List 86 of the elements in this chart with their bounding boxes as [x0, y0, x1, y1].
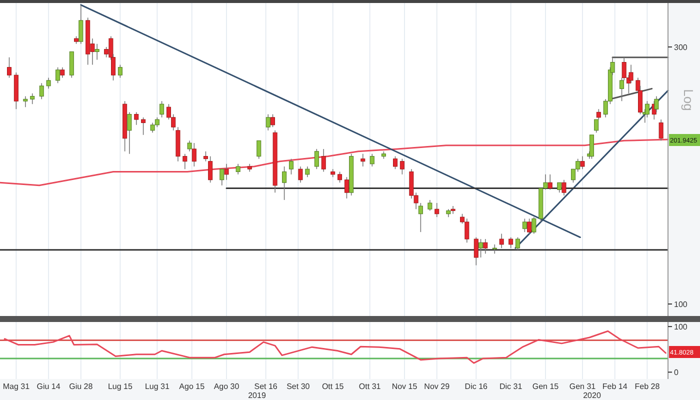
- candlestick: [192, 142, 196, 167]
- x-tick-label: Feb 28: [634, 382, 660, 391]
- text: 2019: [248, 391, 266, 400]
- candlestick: [338, 171, 342, 184]
- candlestick: [483, 238, 488, 254]
- x-tick-label: Set 16: [254, 382, 278, 391]
- x-tick-label: Lug 15: [108, 382, 133, 391]
- candlestick: [127, 112, 132, 154]
- candlestick: [141, 117, 146, 136]
- candlestick: [56, 66, 60, 84]
- x-tick-label: Lug 31: [144, 382, 170, 391]
- candlestick: [305, 166, 310, 178]
- candlestick: [256, 140, 262, 160]
- candlestick: [118, 64, 122, 78]
- candlestick: [160, 100, 164, 118]
- candlestick: [562, 179, 566, 196]
- x-tick-label: Set 30: [286, 382, 310, 391]
- candlestick: [474, 236, 478, 266]
- x-tick-label: Nov 29: [424, 382, 450, 391]
- candlestick: [580, 156, 585, 170]
- candlestick: [298, 166, 303, 184]
- candlestick: [658, 119, 664, 142]
- candlestick: [508, 236, 514, 248]
- y-tick-label: 100: [674, 322, 688, 332]
- candlestick: [203, 150, 208, 162]
- y-tick-label: 0: [674, 368, 679, 377]
- x-tick-label: Nov 15: [392, 382, 418, 391]
- x-tick-label: Giu 14: [36, 382, 61, 391]
- candlestick: [492, 244, 497, 254]
- candlestick: [288, 158, 294, 175]
- x-tick-label: Ago 30: [214, 382, 240, 391]
- candlestick: [78, 4, 84, 44]
- candlestick: [224, 163, 229, 180]
- y-tick-label: 300: [674, 42, 688, 52]
- candlestick: [321, 148, 326, 172]
- candlestick: [208, 156, 213, 184]
- x-tick-label: Gen 15: [532, 382, 560, 391]
- candlestick: [270, 114, 275, 128]
- candlestick: [478, 238, 484, 258]
- candlestick: [46, 77, 51, 90]
- candlestick: [522, 218, 527, 232]
- candlestick: [6, 56, 12, 78]
- candlestick: [360, 153, 366, 167]
- candlestick: [69, 51, 74, 78]
- candlestick: [418, 202, 423, 232]
- candlestick: [282, 166, 287, 200]
- candlestick: [266, 114, 270, 131]
- x-tick-label: Giu 28: [69, 382, 94, 391]
- line-series: [4, 330, 666, 364]
- y-tick-label: 100: [674, 300, 688, 309]
- x-tick-label: Dic 16: [464, 382, 488, 391]
- candlestick: [428, 200, 432, 212]
- candlestick: [30, 92, 35, 104]
- candlestick: [134, 112, 139, 126]
- x-tick-label: Gen 31: [569, 382, 596, 391]
- candlestick: [393, 156, 398, 170]
- x-tick-label: Mag 31: [2, 382, 30, 391]
- candlestick: [236, 163, 240, 175]
- text: Log: [681, 89, 696, 111]
- candlestick: [499, 233, 504, 248]
- candlestick: [187, 140, 192, 152]
- candlestick: [596, 108, 601, 120]
- candlestick: [23, 96, 28, 108]
- candlestick: [400, 158, 404, 175]
- candlestick: [516, 236, 520, 250]
- x-tick-label: Feb 14: [602, 382, 628, 391]
- candlestick: [450, 206, 456, 214]
- x-tick-label: Ott 15: [322, 382, 344, 391]
- candlestick: [182, 153, 188, 170]
- candlestick: [344, 176, 349, 199]
- candlestick: [548, 174, 552, 190]
- candlestick: [527, 218, 532, 234]
- candlestick: [434, 202, 440, 218]
- x-tick-label: Ott 31: [358, 382, 382, 391]
- candlestick: [39, 82, 44, 100]
- x-tick-label: Dic 31: [499, 382, 523, 391]
- candlestick: [314, 148, 319, 170]
- candlestick: [532, 216, 536, 234]
- text: 2020: [583, 391, 602, 400]
- x-tick-label: Ago 15: [179, 382, 206, 391]
- candlestick: [220, 168, 224, 186]
- candlestick: [94, 43, 100, 60]
- candlestick: [557, 182, 562, 193]
- candlestick: [628, 64, 634, 84]
- candlestick: [60, 66, 65, 78]
- candlestick: [370, 153, 374, 167]
